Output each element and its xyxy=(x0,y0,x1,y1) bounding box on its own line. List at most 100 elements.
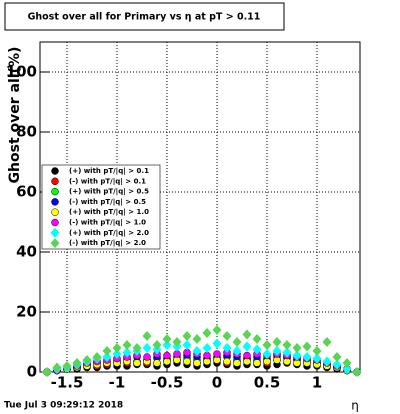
marker xyxy=(262,340,272,350)
marker xyxy=(262,349,272,359)
timestamp: Tue Jul 3 09:29:12 2018 xyxy=(4,401,123,411)
legend-label: (+) with pT/|q| > 0.1 xyxy=(69,167,149,176)
marker xyxy=(193,359,201,367)
marker xyxy=(233,359,241,367)
marker xyxy=(163,351,171,360)
y-tick-label: 100 xyxy=(6,63,37,81)
marker xyxy=(232,346,242,356)
marker xyxy=(302,352,312,362)
marker xyxy=(142,331,152,341)
marker xyxy=(292,350,302,361)
marker xyxy=(212,325,222,335)
marker xyxy=(102,352,112,362)
marker xyxy=(242,329,252,340)
marker xyxy=(282,340,292,350)
marker xyxy=(342,358,352,368)
legend-marker xyxy=(50,227,60,238)
marker xyxy=(222,343,232,353)
x-tick-label: 0 xyxy=(212,374,222,392)
marker xyxy=(62,361,72,371)
marker xyxy=(192,334,202,344)
chart-title: Ghost over all for Primary vs η at pT > … xyxy=(28,12,261,23)
marker xyxy=(223,357,231,366)
marker xyxy=(52,362,62,373)
marker xyxy=(332,352,342,362)
marker xyxy=(202,343,212,353)
y-tick-label: 40 xyxy=(16,243,37,261)
marker xyxy=(122,340,132,350)
marker xyxy=(173,350,181,358)
marker xyxy=(182,340,192,350)
legend-label: (+) with pT/|q| > 1.0 xyxy=(69,208,149,217)
legend-label: (-) with pT/|q| > 0.5 xyxy=(69,198,146,207)
legend-marker xyxy=(51,187,59,196)
marker xyxy=(192,346,202,356)
marker xyxy=(182,331,192,341)
marker xyxy=(312,346,322,356)
marker xyxy=(332,359,342,370)
marker xyxy=(272,346,282,356)
y-tick-label: 80 xyxy=(16,123,37,141)
marker xyxy=(292,343,302,353)
marker xyxy=(243,351,251,360)
marker xyxy=(152,340,162,350)
marker xyxy=(213,350,221,358)
marker xyxy=(203,351,211,360)
y-tick-label: 60 xyxy=(16,183,37,201)
marker xyxy=(142,343,152,353)
legend-box xyxy=(41,164,161,250)
marker xyxy=(342,364,352,374)
marker xyxy=(322,356,332,367)
legend-marker xyxy=(50,238,60,249)
marker xyxy=(352,367,362,377)
x-tick-label: -0.5 xyxy=(151,374,184,392)
marker xyxy=(82,355,92,365)
title-box xyxy=(4,2,285,31)
legend-label: (-) with pT/|q| > 1.0 xyxy=(69,219,146,228)
marker xyxy=(112,343,122,353)
marker xyxy=(322,337,332,347)
marker xyxy=(162,334,172,344)
marker xyxy=(252,344,262,355)
legend-marker xyxy=(51,208,59,216)
legend-label: (-) with pT/|q| > 2.0 xyxy=(69,239,146,248)
marker xyxy=(242,341,252,352)
marker xyxy=(112,349,122,359)
marker xyxy=(222,331,232,341)
marker xyxy=(143,353,151,361)
legend-label: (+) with pT/|q| > 0.5 xyxy=(69,188,149,197)
marker xyxy=(102,346,112,356)
marker xyxy=(72,358,82,368)
marker xyxy=(132,343,142,353)
legend-marker xyxy=(51,177,59,186)
legend-marker xyxy=(51,218,59,227)
legend-marker xyxy=(51,198,59,206)
marker xyxy=(153,359,161,367)
marker xyxy=(282,347,292,358)
legend-label: (+) with pT/|q| > 2.0 xyxy=(69,229,149,238)
marker xyxy=(212,338,222,349)
marker xyxy=(253,359,261,367)
marker xyxy=(312,353,322,364)
marker xyxy=(183,357,191,366)
marker xyxy=(272,337,282,347)
marker xyxy=(252,334,262,344)
y-tick-label: 20 xyxy=(16,303,37,321)
marker xyxy=(162,340,172,350)
y-tick-label: 0 xyxy=(27,363,37,381)
x-tick-label: -1.5 xyxy=(51,374,84,392)
marker xyxy=(202,328,212,338)
x-tick-label: 1 xyxy=(312,374,322,392)
marker xyxy=(232,337,242,347)
x-axis-label: η xyxy=(351,399,359,413)
x-tick-label: 0.5 xyxy=(254,374,281,392)
y-axis-label: Ghost over all(%) xyxy=(7,47,23,184)
marker xyxy=(92,352,102,362)
marker xyxy=(183,348,191,357)
x-tick-label: -1 xyxy=(109,374,126,392)
marker xyxy=(172,337,182,347)
marker xyxy=(302,341,312,352)
marker xyxy=(133,359,141,367)
marker xyxy=(122,347,132,358)
